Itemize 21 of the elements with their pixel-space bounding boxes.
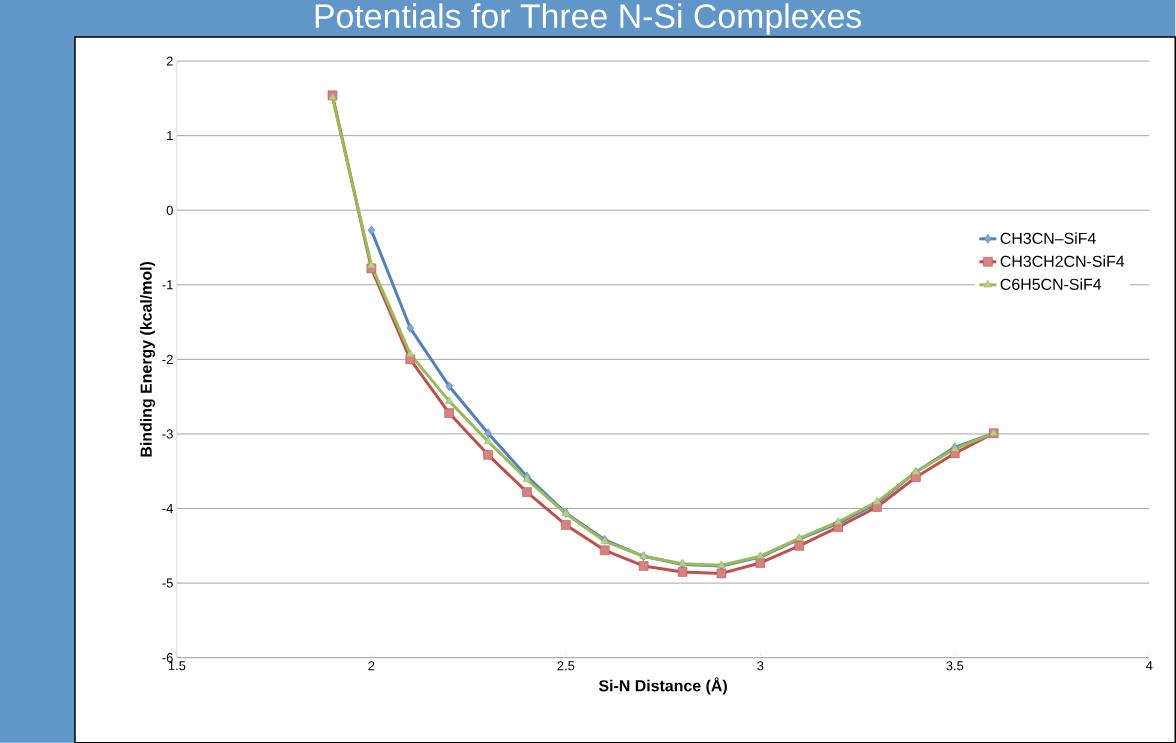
y-tick-label: 0 <box>166 205 173 215</box>
y-tick-label: -2 <box>162 354 173 364</box>
y-tick-label: 2 <box>166 56 173 66</box>
y-tick-label: -5 <box>162 578 173 588</box>
chart-title: Potentials for Three N-Si Complexes <box>315 3 862 35</box>
x-tick-label: 2 <box>368 661 375 671</box>
legend-label: CH3CH2CN-SiF4 <box>1000 255 1125 267</box>
x-tick-label: 1.5 <box>168 661 186 671</box>
y-tick-label: -4 <box>162 503 173 513</box>
x-axis-title: Si-N Distance (Å) <box>598 677 727 695</box>
legend-label: CH3CN–SiF4 <box>1000 232 1096 244</box>
x-tick-label: 3.5 <box>946 661 964 671</box>
y-axis-title: Binding Energy (kcal/mol) <box>140 261 156 457</box>
y-tick-label: 1 <box>167 131 173 140</box>
y-tick-label: -6 <box>162 652 173 663</box>
x-tick-label: 4 <box>1145 661 1153 670</box>
x-tick-label: 2.5 <box>557 661 575 671</box>
legend-label: C6H5CN-SiF4 <box>1000 278 1102 290</box>
x-tick-label: 3 <box>757 661 764 671</box>
y-tick-label: -1 <box>162 280 173 290</box>
y-tick-label: -3 <box>162 429 173 439</box>
